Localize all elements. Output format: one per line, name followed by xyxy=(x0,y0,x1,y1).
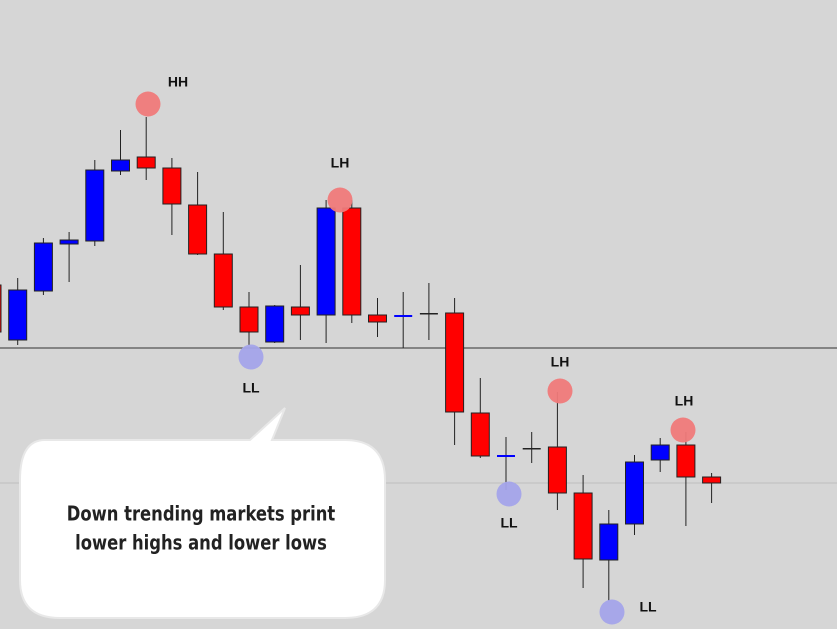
candle-body xyxy=(470,412,490,457)
callout-text: lower highs and lower lows xyxy=(75,532,327,555)
candle-body xyxy=(445,312,465,413)
swing-marker xyxy=(599,599,625,625)
swing-marker xyxy=(135,91,161,117)
candle-body xyxy=(213,253,233,308)
candle-body xyxy=(522,448,541,450)
candle-body xyxy=(650,444,670,461)
candle-body xyxy=(368,314,387,323)
candle-body xyxy=(702,476,722,484)
swing-marker xyxy=(547,378,573,404)
candle-body xyxy=(111,159,130,172)
swing-marker xyxy=(670,417,696,443)
candle-body xyxy=(547,446,567,494)
callout-bubble xyxy=(19,407,386,619)
candle-body xyxy=(625,461,644,525)
candle-body xyxy=(290,306,310,316)
swing-marker xyxy=(327,187,353,213)
candle-body xyxy=(239,306,259,333)
candle-body xyxy=(265,305,285,343)
candle-body xyxy=(419,313,438,315)
swing-label: LL xyxy=(500,515,518,531)
candle-body xyxy=(59,239,79,245)
swing-label: LL xyxy=(639,599,657,615)
swing-label: LH xyxy=(551,354,570,370)
candle-body xyxy=(0,284,2,333)
candles xyxy=(0,117,722,601)
swing-label: LH xyxy=(331,155,350,171)
swing-label: LL xyxy=(242,380,260,396)
candle-body xyxy=(316,207,336,316)
candle-body xyxy=(85,169,105,242)
candle-body xyxy=(188,204,208,255)
swing-marker xyxy=(496,481,522,507)
swing-marker xyxy=(238,344,264,370)
swing-label: HH xyxy=(168,74,188,90)
callout-text: Down trending markets print xyxy=(67,503,336,526)
candle-body xyxy=(599,523,619,561)
candle-body xyxy=(8,289,28,341)
candle-body xyxy=(394,315,413,317)
swing-label: LH xyxy=(675,393,694,409)
candle-body xyxy=(497,455,515,457)
candle-body xyxy=(573,492,593,560)
candle-body xyxy=(33,242,53,292)
annotations: HH LL LH LH LL LH LL xyxy=(135,74,696,625)
candle-body xyxy=(162,167,182,205)
candle-body xyxy=(676,444,696,478)
candle-body xyxy=(136,156,156,169)
candle-body xyxy=(342,207,362,316)
